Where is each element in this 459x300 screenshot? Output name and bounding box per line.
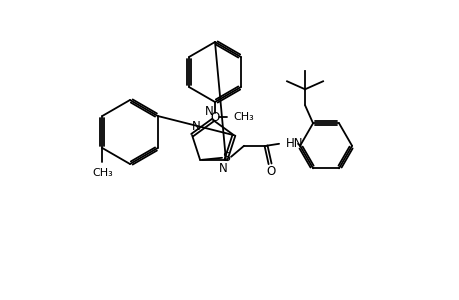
Text: O: O: [266, 165, 275, 178]
Text: S: S: [222, 151, 230, 164]
Text: O: O: [210, 110, 219, 124]
Text: N: N: [218, 162, 227, 175]
Text: CH₃: CH₃: [233, 112, 253, 122]
Text: CH₃: CH₃: [92, 168, 112, 178]
Text: N: N: [191, 120, 200, 133]
Text: N: N: [204, 105, 213, 118]
Text: HN: HN: [285, 137, 303, 150]
